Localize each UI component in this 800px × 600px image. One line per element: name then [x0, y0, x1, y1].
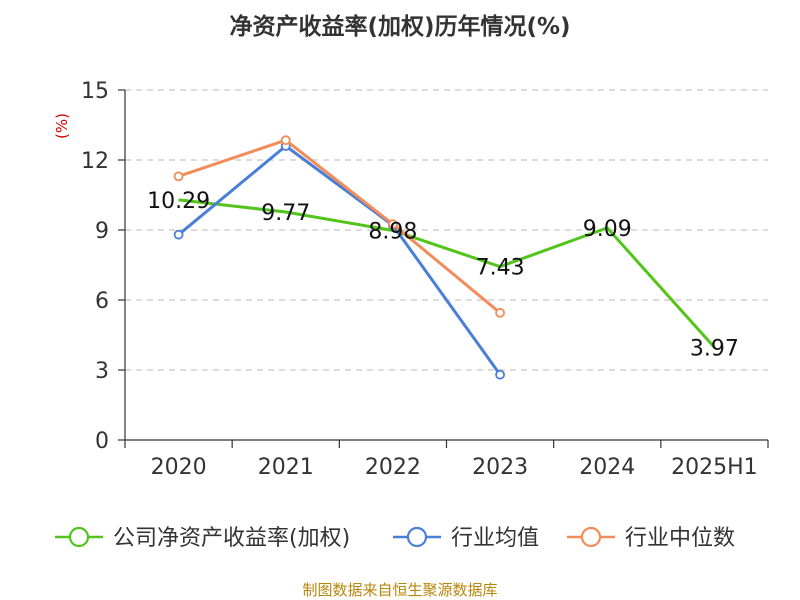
data-label: 7.43: [476, 256, 525, 281]
legend-label: 公司净资产收益率(加权): [113, 526, 350, 551]
y-tick-label: 15: [81, 79, 109, 104]
chart-title: 净资产收益率(加权)历年情况(%): [229, 13, 570, 40]
y-axis-label: (%): [53, 113, 71, 139]
source-note: 制图数据来自恒生聚源数据库: [302, 581, 497, 599]
legend-marker: [580, 526, 602, 548]
x-tick-label: 2021: [258, 455, 314, 480]
data-label: 3.97: [690, 336, 739, 361]
x-tick-label: 2025H1: [671, 455, 758, 480]
y-tick-label: 9: [95, 219, 109, 244]
data-label: 9.77: [261, 201, 310, 226]
data-point: [388, 219, 398, 230]
y-tick-label: 0: [95, 429, 109, 454]
x-tick-label: 2024: [579, 455, 635, 480]
data-point: [173, 171, 184, 182]
x-tick-label: 2022: [365, 455, 421, 480]
data-point: [495, 369, 505, 380]
legend-marker: [406, 526, 428, 548]
data-label: 10.29: [147, 189, 210, 214]
x-tick-label: 2023: [472, 455, 528, 480]
data-point: [280, 135, 291, 146]
legend-marker: [68, 526, 90, 548]
legend-label: 行业中位数: [625, 526, 735, 551]
y-tick-label: 12: [81, 149, 109, 174]
series-line: [177, 144, 502, 376]
data-point: [173, 229, 184, 240]
series-line: [178, 198, 716, 349]
data-label: 8.98: [368, 219, 417, 244]
series-line: [178, 138, 502, 314]
x-tick-label: 2020: [151, 455, 207, 480]
y-tick-label: 3: [95, 359, 109, 384]
legend-label: 行业均值: [451, 526, 539, 551]
y-tick-label: 6: [95, 289, 109, 314]
data-label: 9.09: [583, 217, 632, 242]
data-point: [495, 307, 505, 318]
